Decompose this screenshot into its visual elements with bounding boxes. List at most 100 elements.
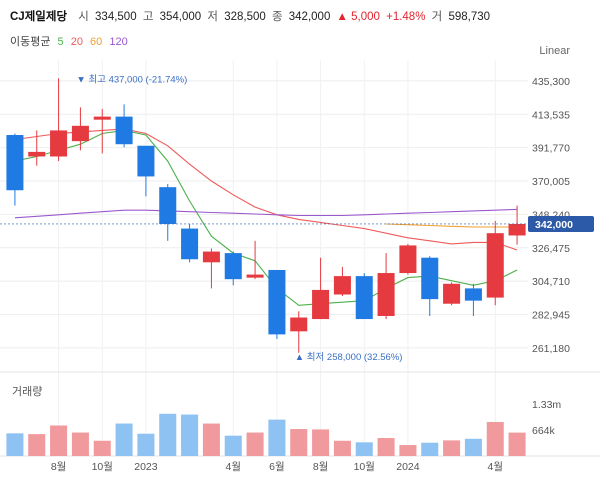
volume-bar — [464, 438, 482, 456]
volume-bar — [290, 429, 308, 456]
time-tick-label: 8월 — [313, 461, 329, 473]
candle-body — [377, 273, 395, 316]
ma-60-label: 60 — [90, 36, 103, 48]
close-value: 342,000 — [288, 11, 331, 23]
candle-up — [333, 266, 351, 297]
volume-bar — [28, 434, 46, 456]
candle-down — [268, 269, 286, 339]
volume-bar — [443, 440, 461, 456]
volume-bar — [224, 435, 242, 456]
time-tick-label: 10월 — [92, 461, 113, 473]
candle-body — [486, 233, 504, 298]
volume-bar — [181, 414, 199, 456]
candle-body — [333, 276, 351, 295]
volume-tick-label: 664k — [532, 425, 556, 437]
volume-bar — [50, 425, 68, 456]
price-tick-label: 304,710 — [532, 276, 570, 288]
candle-down — [181, 223, 199, 263]
low-value: 328,500 — [224, 11, 266, 23]
moving-average-60-line — [386, 223, 518, 228]
candle-up — [312, 257, 330, 320]
candle-body — [312, 289, 330, 320]
price-tick-label: 391,770 — [532, 143, 570, 155]
volume-bar — [268, 419, 286, 456]
stock-header: CJ제일제당 시 334,500 고 354,000 저 328,500 종 3… — [10, 8, 493, 24]
volume-tick-label: 1.33m — [532, 399, 561, 411]
volume-bar — [508, 432, 526, 456]
volume-bar — [202, 423, 220, 456]
candle-down — [355, 273, 373, 320]
low-label: 저 — [207, 11, 218, 23]
volume-bar — [421, 442, 439, 456]
moving-average-120-line — [14, 208, 518, 219]
price-tick-label: 413,535 — [532, 109, 570, 121]
candle-up — [377, 253, 395, 320]
candle-body — [115, 116, 133, 145]
volume-bar — [246, 432, 264, 456]
candle-body — [421, 257, 439, 300]
candle-up — [443, 282, 461, 306]
candle-up — [486, 220, 504, 306]
candle-body — [28, 151, 46, 157]
current-price-label: 342,000 — [535, 219, 573, 231]
volume-bar — [377, 438, 395, 456]
candle-body — [6, 135, 24, 191]
volume-value: 598,730 — [448, 11, 491, 23]
candle-down — [137, 145, 155, 197]
high-value: 354,000 — [159, 11, 202, 23]
candle-down — [224, 251, 242, 286]
volume-label: 거 — [431, 11, 443, 23]
candle-down — [115, 104, 133, 148]
high-label: 고 — [142, 11, 154, 23]
moving-average-legend[interactable]: 이동평균 5 20 60 120 — [10, 33, 132, 49]
candle-body — [93, 116, 111, 120]
price-tick-label: 435,300 — [532, 76, 570, 88]
current-price-badge — [528, 215, 594, 232]
time-tick-label: 2024 — [396, 461, 420, 473]
candle-up — [50, 78, 68, 162]
time-tick-label: 4월 — [226, 461, 242, 473]
time-tick-label: 8월 — [51, 461, 67, 473]
price-tick-label: 370,005 — [532, 176, 570, 188]
candle-body — [159, 187, 177, 224]
volume-title: 거래량 — [12, 386, 43, 398]
stock-name: CJ제일제당 — [10, 11, 68, 23]
moving-average-20-line — [14, 128, 518, 251]
moving-average-label: 이동평균 — [10, 36, 51, 48]
candle-up — [246, 240, 264, 280]
ma-20-label: 20 — [70, 36, 83, 48]
candle-body — [224, 253, 242, 280]
candle-up — [71, 107, 89, 151]
candle-up — [202, 248, 220, 289]
max-price-annotation: ▼ 최고 437,000 (-21.74%) — [76, 74, 187, 85]
candle-body — [246, 274, 264, 278]
candle-up — [508, 205, 526, 245]
volume-bar — [71, 432, 89, 456]
candle-body — [443, 283, 461, 304]
change-percent: +1.48% — [386, 11, 426, 23]
open-value: 334,500 — [95, 11, 137, 23]
open-label: 시 — [78, 11, 89, 23]
candle-body — [71, 125, 89, 142]
candle-up — [290, 311, 308, 353]
candle-up — [93, 108, 111, 154]
candle-body — [355, 276, 373, 320]
time-tick-label: 4월 — [488, 461, 504, 473]
candle-down — [159, 184, 177, 241]
candle-down — [464, 283, 482, 316]
candle-body — [464, 288, 482, 301]
time-tick-label: 10월 — [354, 461, 375, 473]
volume-bar — [93, 440, 111, 456]
candle-up — [399, 243, 417, 275]
price-tick-label: 326,475 — [532, 243, 570, 255]
candle-body — [508, 223, 526, 236]
change-value: ▲ 5,000 — [336, 11, 380, 23]
candle-up — [28, 130, 46, 166]
volume-bar — [355, 442, 373, 456]
candle-body — [290, 317, 308, 332]
candle-body — [181, 228, 199, 260]
volume-bar — [137, 433, 155, 456]
price-tick-label: 282,945 — [532, 310, 570, 322]
scale-mode-toggle[interactable]: Linear — [539, 45, 570, 57]
